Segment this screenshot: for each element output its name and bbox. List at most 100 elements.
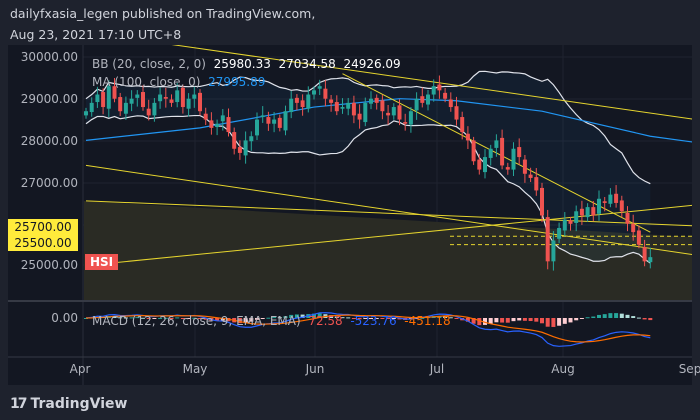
macd-histogram-bar [203, 318, 208, 320]
candle-body [391, 107, 396, 116]
candle-body [357, 113, 362, 120]
candle-body [437, 84, 442, 91]
macd-histogram-bar [437, 315, 442, 318]
macd-histogram-bar [192, 317, 197, 319]
candle-body [443, 92, 448, 99]
macd-histogram-bar [483, 318, 487, 325]
candle-body [112, 86, 117, 99]
macd-histogram-bar [625, 314, 630, 318]
macd-histogram-bar [334, 316, 339, 318]
macd-histogram-bar [175, 317, 180, 319]
macd-histogram-bar [591, 316, 596, 318]
y-tick: 25000.00 [20, 258, 78, 272]
macd-histogram-bar [158, 317, 163, 319]
candle-body [289, 98, 294, 113]
macd-histogram-bar [551, 318, 556, 327]
candle-body [591, 207, 596, 216]
candle-body [614, 193, 619, 203]
candle-body [123, 102, 128, 114]
candle-body [380, 100, 385, 112]
y-tick: 27000.00 [20, 176, 78, 190]
macd-histogram-bar [141, 317, 145, 319]
candle-body [465, 133, 470, 141]
y-tick: 29000.00 [20, 92, 78, 106]
candle-body [334, 102, 339, 112]
macd-histogram-bar [465, 318, 470, 322]
candle-body [84, 111, 88, 116]
macd-histogram-bar [579, 318, 584, 319]
macd-histogram-bar [84, 318, 88, 319]
candle-body [300, 100, 305, 108]
candle-body [340, 107, 345, 109]
y-tick: 28000.00 [20, 134, 78, 148]
candle-body [89, 102, 94, 113]
macd-histogram-bar [266, 317, 271, 319]
candle-body [175, 90, 180, 103]
candle-body [488, 148, 493, 158]
macd-histogram-bar [597, 314, 601, 318]
candle-body [266, 117, 271, 124]
candle-body [648, 257, 653, 263]
macd-histogram-bar [648, 318, 653, 321]
macd-histogram-bar [545, 318, 550, 327]
x-tick: Sep [678, 362, 700, 376]
macd-histogram-bar [220, 318, 225, 321]
candle-body [431, 86, 436, 95]
symbol-tag: HSI [85, 254, 119, 270]
candle-body [186, 98, 191, 109]
x-tick: Apr [69, 362, 91, 376]
candle-body [198, 92, 202, 112]
ma-legend[interactable]: MA (100, close, 0) 27995.89 [92, 75, 265, 89]
macd-histogram-bar [152, 318, 157, 319]
candle-body [312, 90, 316, 95]
candle-body [551, 240, 556, 262]
candle-body [323, 88, 328, 99]
bb-legend[interactable]: BB (20, close, 2, 0) 25980.33 27034.58 2… [92, 57, 401, 71]
candle-body [232, 132, 237, 149]
candle-body [574, 211, 579, 223]
macd-histogram-bar [391, 318, 396, 319]
macd-histogram-bar [163, 317, 168, 319]
candle-body [226, 117, 231, 133]
macd-histogram-bar [329, 315, 334, 318]
candle-body [237, 147, 242, 153]
macd-zero-tick: 0.00 [51, 311, 78, 325]
x-tick: Jul [429, 362, 445, 376]
macd-histogram-bar [118, 317, 123, 319]
macd-histogram-bar [317, 313, 322, 318]
macd-histogram-bar [488, 318, 493, 324]
bb-value: 25980.33 [213, 57, 271, 71]
macd-histogram-bar [283, 316, 288, 318]
macd-histogram-bar [351, 318, 356, 319]
trendline [85, 200, 692, 227]
macd-histogram-bar [477, 318, 482, 326]
candle-body [448, 99, 453, 108]
macd-histogram-bar [636, 317, 641, 319]
macd-signal-value: -451.18 [404, 314, 451, 328]
candle-body [101, 92, 106, 108]
candle-body [294, 97, 299, 103]
macd-histogram-bar [557, 318, 562, 326]
macd-histogram-bar [260, 318, 265, 319]
tradingview-logo[interactable]: 17 TradingView [10, 396, 127, 412]
macd-histogram-bar [619, 313, 624, 318]
macd-histogram-bar [534, 318, 539, 322]
candle-body [363, 102, 368, 123]
candle-body [483, 157, 487, 173]
candle-body [152, 102, 157, 116]
macd-histogram-bar [443, 316, 448, 318]
candle-body [545, 217, 550, 262]
candle-body [460, 117, 465, 133]
macd-histogram-bar [237, 318, 242, 324]
candle-body [528, 174, 533, 178]
candle-body [158, 94, 163, 102]
ma-value: 27995.89 [208, 75, 266, 89]
ma-label: MA (100, close, 0) [92, 75, 201, 89]
tv-logo-icon: 17 [10, 396, 28, 412]
candle-body [562, 219, 567, 231]
macd-histogram-bar [243, 318, 248, 323]
macd-histogram-bar [123, 317, 128, 319]
macd-legend[interactable]: MACD (12, 26, close, 9, EMA, EMA) 72.58 … [92, 314, 451, 328]
price-pane [84, 45, 692, 271]
